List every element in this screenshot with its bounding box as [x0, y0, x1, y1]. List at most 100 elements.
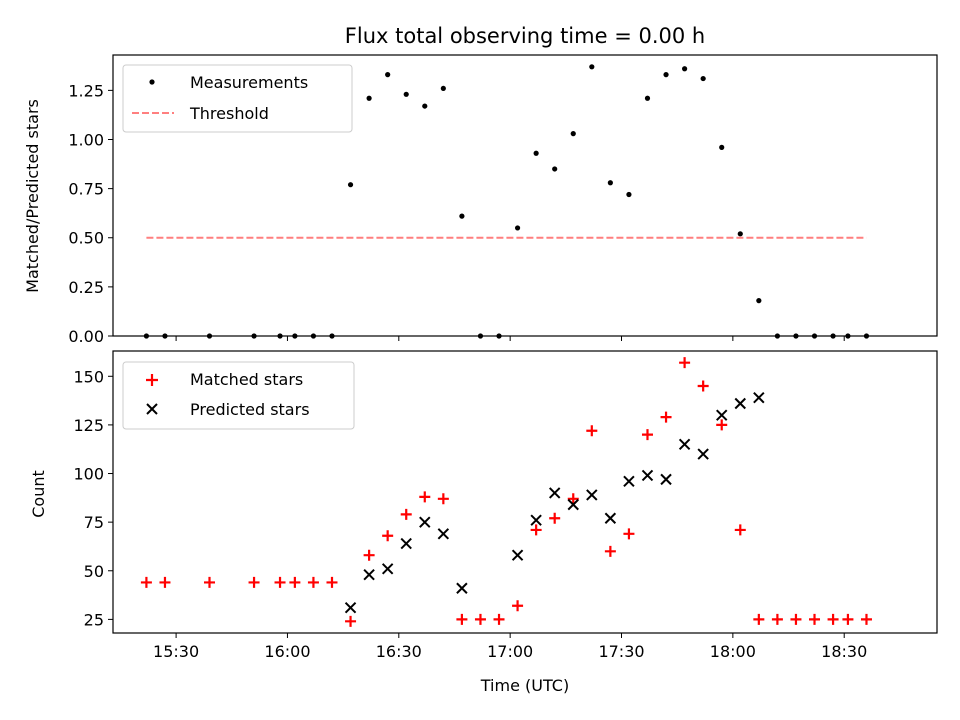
legend-matched-marker [146, 374, 158, 386]
matched-star-point [604, 545, 616, 557]
matched-star-point [307, 576, 319, 588]
matched-star-point [326, 576, 338, 588]
top-chart-title: Flux total observing time = 0.00 h [345, 24, 705, 48]
matched-star-point [274, 576, 286, 588]
matched-star-point [586, 425, 598, 437]
matched-star-point [771, 613, 783, 625]
x-tick-label: 18:00 [710, 642, 756, 661]
matched-star-point [474, 613, 486, 625]
measurement-point [570, 131, 576, 137]
legend-measurements-marker [149, 79, 155, 85]
matched-star-point [437, 493, 449, 505]
matched-star-point [842, 613, 854, 625]
bottom-y-tick-label: 75 [84, 513, 104, 532]
matched-star-point [827, 613, 839, 625]
measurement-point [366, 95, 372, 101]
top-axes-frame [112, 54, 938, 337]
bottom-series-0 [140, 357, 872, 627]
bottom-legend: Matched stars Predicted stars [122, 361, 355, 430]
predicted-star-point [344, 602, 357, 614]
bottom-series-1 [344, 391, 765, 614]
matched-star-point [289, 576, 301, 588]
x-axis-label: Time (UTC) [480, 676, 569, 695]
measurement-point [682, 66, 688, 72]
top-legend: Measurements Threshold [122, 64, 353, 133]
top-series-0 [143, 64, 870, 339]
measurement-point [403, 91, 409, 97]
matched-star-point [345, 615, 357, 627]
measurement-point [663, 72, 669, 78]
measurement-point [514, 225, 521, 231]
matched-star-point [419, 491, 431, 503]
measurement-point [700, 75, 706, 82]
matched-star-point [363, 549, 375, 561]
legend-predicted-marker [146, 403, 158, 415]
measurement-point [552, 166, 558, 172]
predicted-star-point [400, 537, 412, 550]
matched-star-point [660, 411, 672, 423]
matched-star-point [697, 380, 709, 392]
matched-star-point [530, 524, 542, 536]
x-tick-label: 16:00 [264, 642, 310, 661]
matched-star-point [549, 512, 561, 524]
measurement-point [422, 103, 428, 109]
matched-star-point [623, 528, 635, 540]
matched-star-point [159, 576, 171, 588]
measurement-point [459, 213, 465, 219]
x-tick-label: 17:30 [598, 642, 644, 661]
measurement-point [440, 85, 446, 92]
predicted-star-point [437, 528, 450, 540]
predicted-star-point [419, 516, 431, 528]
matched-star-point [140, 576, 152, 588]
matched-star-point [641, 429, 653, 441]
top-y-axis-label: Matched/Predicted stars [23, 99, 42, 293]
matched-star-point [456, 613, 468, 625]
predicted-star-point [678, 438, 691, 451]
predicted-star-point [586, 489, 598, 501]
top-legend-frame [122, 64, 353, 133]
bottom-axes-frame [112, 350, 938, 634]
bottom-y-tick-label: 25 [84, 610, 104, 629]
measurement-point [607, 180, 613, 186]
matched-star-point [400, 508, 412, 520]
measurement-point [626, 191, 632, 198]
predicted-star-point [734, 397, 746, 410]
legend-matched-label: Matched stars [190, 370, 303, 389]
x-tick-label: 16:30 [376, 642, 422, 661]
legend-measurements-label: Measurements [190, 73, 308, 92]
measurement-point [533, 150, 539, 156]
measurement-point [719, 144, 725, 150]
measurement-point [737, 231, 743, 237]
bottom-y-tick-label: 150 [73, 367, 104, 386]
legend-predicted-label: Predicted stars [190, 400, 310, 419]
bottom-y-tick-label: 100 [73, 465, 104, 484]
top-panel: 0.00 0.25 0.50 0.75 1.00 1.25 [68, 54, 938, 346]
matched-star-point [716, 419, 728, 431]
predicted-star-point [604, 512, 617, 524]
x-tick-label: 15:30 [153, 642, 199, 661]
matched-star-point [204, 576, 216, 588]
matched-star-point [734, 524, 746, 536]
predicted-star-point [548, 487, 561, 499]
predicted-star-point [716, 409, 728, 421]
predicted-star-point [753, 391, 765, 404]
predicted-star-point [641, 469, 654, 482]
matched-star-point [493, 613, 505, 625]
matched-star-point [567, 493, 579, 505]
matched-star-point [512, 600, 524, 612]
top-y-tick-label: 1.25 [68, 81, 104, 100]
matched-star-point [790, 613, 802, 625]
bottom-y-axis-label: Count [29, 470, 48, 518]
bottom-y-tick-label: 50 [84, 562, 104, 581]
top-y-tick-label: 0.75 [68, 180, 104, 199]
predicted-star-point [381, 563, 394, 575]
bottom-panel: 25 50 75 100 125 150 15:30 16:00 16:30 17:00 17:30… [73, 350, 938, 661]
measurement-point [347, 182, 354, 188]
predicted-star-point [363, 568, 375, 581]
x-tick-label: 18:30 [821, 642, 867, 661]
predicted-star-point [697, 448, 709, 460]
measurement-point [589, 64, 595, 70]
bottom-y-tick-label: 125 [73, 416, 104, 435]
top-y-tick-label: 0.00 [68, 327, 104, 346]
